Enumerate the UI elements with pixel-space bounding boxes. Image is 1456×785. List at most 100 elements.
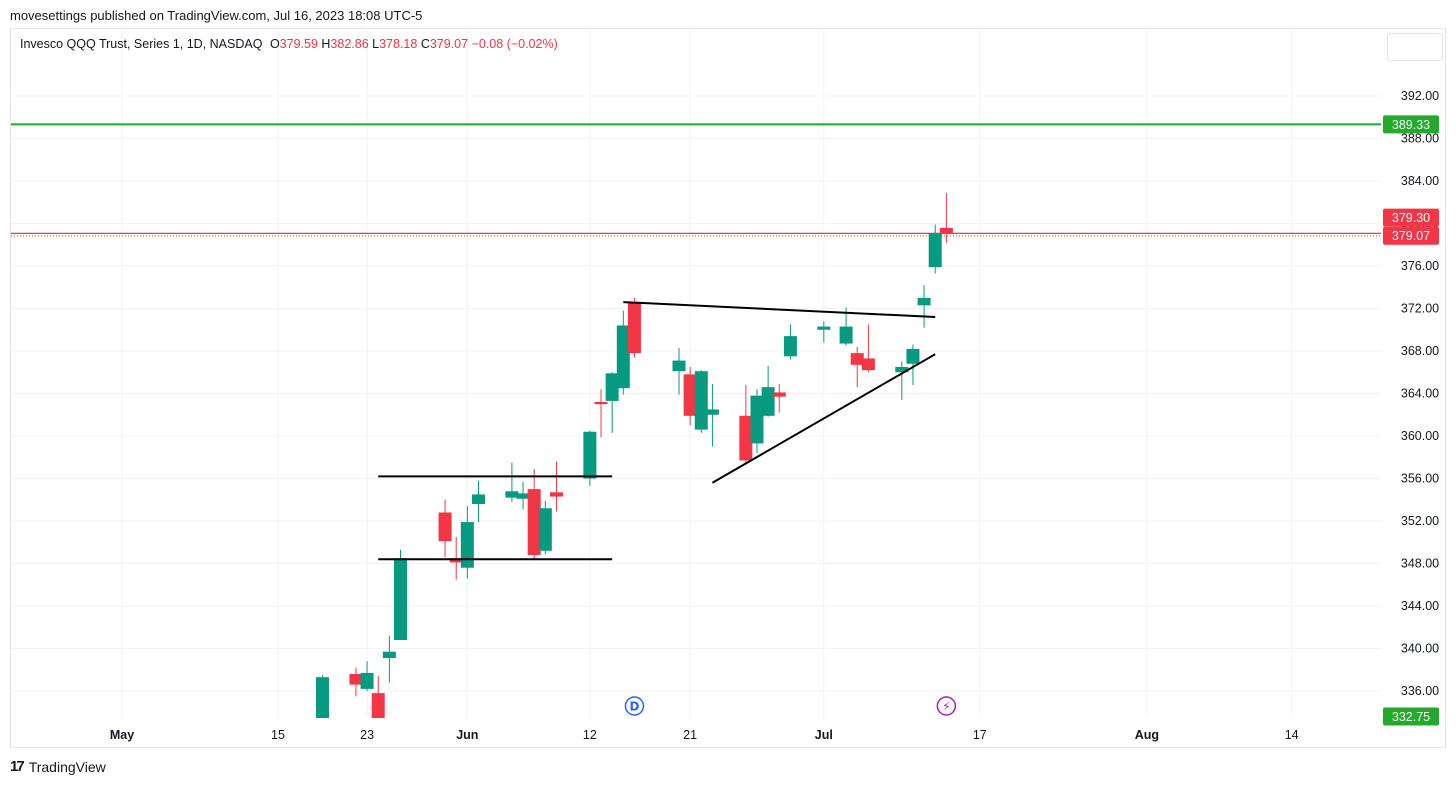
candle[interactable]: [694, 370, 708, 433]
candle-body: [438, 512, 452, 542]
candle-body: [895, 366, 909, 373]
candle[interactable]: [449, 536, 463, 580]
candle[interactable]: [850, 346, 864, 388]
candle[interactable]: [783, 324, 797, 360]
candle-body: [750, 395, 764, 444]
candle[interactable]: [705, 383, 719, 447]
candle[interactable]: [928, 224, 942, 274]
y-tick-label: 384.00: [1401, 174, 1439, 188]
symbol-name: Invesco QQQ Trust, Series 1, 1D, NASDAQ: [20, 37, 263, 51]
y-tick-label: 392.00: [1401, 89, 1439, 103]
candle[interactable]: [817, 321, 831, 343]
candle-body: [627, 302, 641, 354]
candle[interactable]: [605, 372, 619, 433]
candle[interactable]: [761, 365, 775, 417]
candle[interactable]: [549, 461, 563, 512]
candle[interactable]: [360, 661, 374, 691]
open-label: O: [269, 37, 280, 51]
price-tag-bg: [1383, 707, 1439, 726]
price-tag-bg: [1383, 208, 1439, 227]
candle-series: [316, 193, 953, 723]
earnings-bolt-icon: ⚡: [942, 700, 950, 714]
candle[interactable]: [627, 297, 641, 358]
candle[interactable]: [527, 468, 541, 561]
candle[interactable]: [438, 499, 452, 558]
x-tick-label: 17: [973, 728, 987, 742]
candle[interactable]: [861, 324, 875, 373]
candle-body: [783, 336, 797, 357]
y-tick-label: 352.00: [1401, 514, 1439, 528]
y-tick-label: 336.00: [1401, 684, 1439, 698]
candle[interactable]: [505, 462, 519, 502]
ohlc-legend: Invesco QQQ Trust, Series 1, 1D, NASDAQ …: [20, 37, 558, 51]
candle[interactable]: [516, 481, 530, 510]
candle[interactable]: [460, 506, 474, 579]
y-tick-label: 356.00: [1401, 472, 1439, 486]
candle[interactable]: [672, 347, 686, 395]
candle-body: [939, 227, 953, 234]
publish-info: movesettings published on TradingView.co…: [10, 8, 423, 23]
chart-corner-button[interactable]: [1387, 33, 1443, 61]
candle[interactable]: [939, 193, 953, 243]
candle-body: [772, 392, 786, 397]
candle[interactable]: [371, 676, 385, 723]
event-marker[interactable]: [936, 696, 957, 716]
candle[interactable]: [594, 389, 608, 438]
tradingview-logo-text: TradingView: [28, 758, 106, 775]
candle-body: [672, 360, 686, 372]
candle-body: [917, 297, 931, 306]
change-value: −0.08 (−0.02%): [471, 37, 558, 51]
candle[interactable]: [750, 389, 764, 453]
x-tick-label: 21: [683, 728, 697, 742]
candle[interactable]: [739, 385, 753, 463]
candle[interactable]: [349, 667, 363, 697]
x-tick-label: Aug: [1135, 728, 1159, 742]
price-tag: 332.75: [1392, 710, 1430, 724]
candle[interactable]: [772, 383, 786, 413]
candle[interactable]: [616, 310, 630, 395]
candle-body: [694, 371, 708, 430]
tradingview-logo[interactable]: 17 TradingView: [10, 758, 106, 775]
event-marker[interactable]: [624, 696, 645, 716]
y-tick-label: 344.00: [1401, 599, 1439, 613]
candle[interactable]: [316, 675, 330, 723]
candle-body: [850, 353, 864, 365]
candle[interactable]: [917, 285, 931, 328]
x-tick-label: 23: [360, 728, 374, 742]
price-tag-last: 379.07: [1392, 229, 1430, 243]
x-tick-label: 14: [1285, 728, 1299, 742]
candle[interactable]: [394, 549, 407, 640]
x-tick-label: Jul: [815, 728, 833, 742]
candle-body: [349, 674, 363, 685]
candle-body: [371, 693, 385, 718]
trend-line-triangle-top[interactable]: [623, 301, 936, 318]
trend-line-triangle-bottom[interactable]: [711, 353, 936, 484]
candle[interactable]: [538, 500, 552, 554]
candle[interactable]: [583, 430, 597, 486]
candle-body: [394, 558, 407, 640]
candle[interactable]: [839, 307, 853, 346]
candle-body: [449, 558, 463, 563]
candle-body: [906, 348, 920, 364]
candle-body: [761, 387, 775, 416]
candle[interactable]: [683, 366, 697, 426]
candle-body: [583, 431, 597, 479]
y-tick-label: 368.00: [1401, 344, 1439, 358]
y-tick-label: 364.00: [1401, 387, 1439, 401]
candle-body: [316, 677, 330, 718]
open-value: 379.59: [279, 37, 318, 51]
candle-body: [928, 233, 942, 268]
candle[interactable]: [906, 344, 920, 385]
candle-body: [616, 325, 630, 389]
price-tag-last-bg: [1383, 226, 1439, 245]
candle-body: [471, 494, 485, 504]
price-tag-horizontal-line: 389.33: [1392, 118, 1430, 132]
y-tick-label: 348.00: [1401, 557, 1439, 571]
candle[interactable]: [471, 480, 485, 523]
x-tick-label: 12: [583, 728, 597, 742]
x-tick-label: 15: [271, 728, 285, 742]
candle[interactable]: [895, 361, 909, 400]
y-tick-label: 360.00: [1401, 429, 1439, 443]
candle[interactable]: [382, 635, 396, 683]
